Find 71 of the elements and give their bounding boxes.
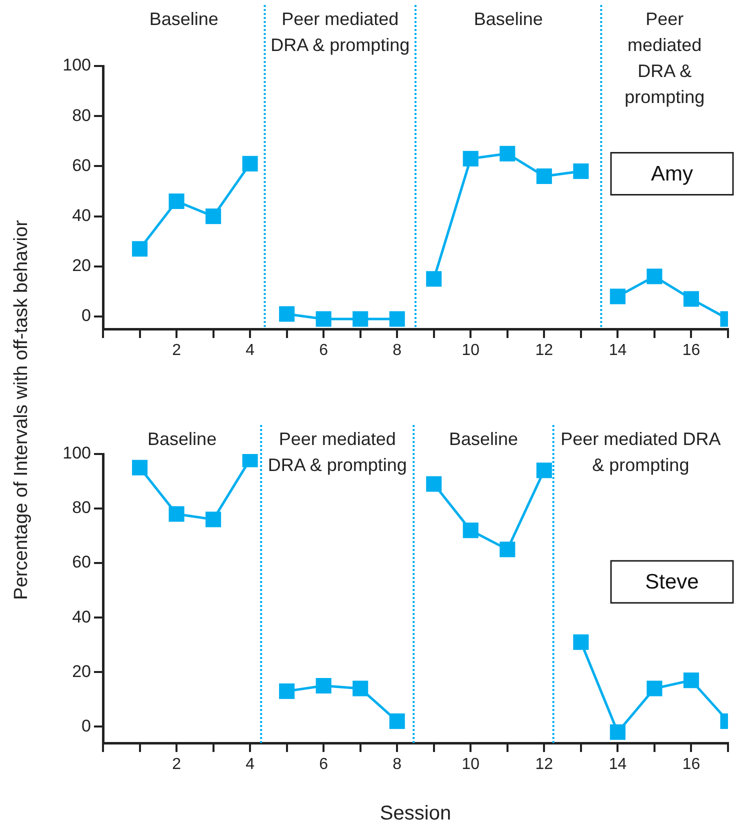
point [573,163,589,179]
point [462,150,478,166]
x-tick-label: 8 [392,342,402,360]
x-tick-label: 12 [535,342,554,360]
x-tick-label: 16 [682,756,700,774]
x-tick-label: 10 [462,756,480,774]
text: Steve [645,570,699,594]
point [646,268,662,284]
text: Baseline [474,8,543,29]
point [206,512,222,528]
x-tick-label: 8 [392,756,402,774]
point [316,311,332,327]
point [279,683,295,699]
point [132,460,148,476]
text: Baseline [149,8,218,29]
y-tick-label: 0 [82,306,91,326]
y-tick-label: 80 [72,498,91,518]
x-tick-label: 10 [462,342,480,360]
point [316,678,332,694]
text: Amy [651,162,694,186]
annotation: Peer mediated DRA & prompting [624,8,705,107]
text: Baseline [148,428,217,449]
point [426,476,442,492]
x-tick-label: 6 [319,756,328,774]
x-tick-label: 12 [535,756,554,774]
point [573,634,589,650]
point [500,542,516,558]
x-tick-label: 6 [319,342,328,360]
point [242,156,258,172]
y-axis-title: Percentage of Intervals with off-task behavior [11,220,33,600]
x-tick-label: 2 [172,756,182,774]
point [389,311,405,327]
point [536,462,552,478]
y-tick-label: 20 [72,256,91,276]
point [352,680,368,696]
point [426,271,442,287]
point [168,506,184,522]
point [536,168,552,184]
point [683,291,700,307]
point [352,311,368,327]
point [206,208,222,224]
text: Baseline [448,428,518,449]
x-tick-label: 4 [246,756,255,774]
x-tick-label: 16 [682,342,700,360]
point [610,288,626,304]
point [646,680,662,696]
point [168,193,184,210]
point [132,241,148,257]
point [500,146,516,162]
annotation: Peer mediated DRA & prompting [268,428,407,475]
y-tick-label: 0 [82,716,91,736]
x-tick-label: 4 [246,342,255,360]
x-tick-label: 14 [608,756,627,774]
point [683,672,700,688]
y-tick-label: 40 [72,607,91,626]
point [389,713,405,729]
x-tick-label: 2 [172,342,182,360]
y-tick-label: 100 [62,444,91,463]
y-tick-label: 80 [72,106,91,125]
x-tick-label: 14 [608,342,627,360]
x-axis-title: Session [380,802,452,825]
y-tick-label: 100 [62,56,91,75]
y-tick-label: 40 [72,206,91,225]
y-tick-label: 20 [72,662,91,681]
text: Peer mediated DRA & prompting [270,8,410,55]
y-tick-label: 60 [72,156,91,175]
y-tick-label: 60 [72,552,91,572]
point [610,724,626,740]
annotation: Peer mediated DRA & prompting [560,428,721,475]
point [279,306,295,322]
point [462,522,478,538]
